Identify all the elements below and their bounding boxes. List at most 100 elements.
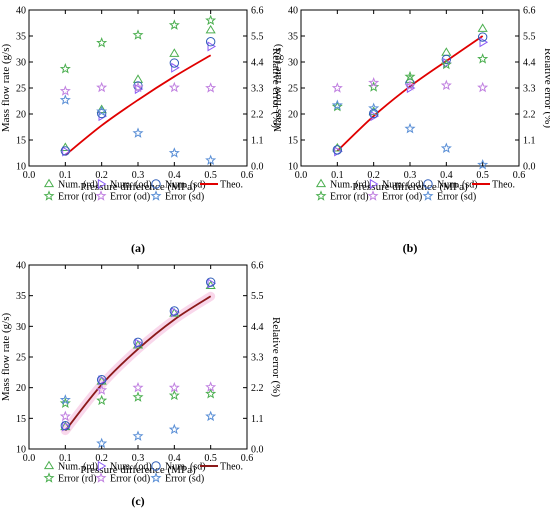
- y-tick-label-right: 6.6: [251, 6, 264, 17]
- marker-error-rd: [96, 394, 108, 406]
- x-tick-label: 0.0: [23, 453, 36, 464]
- marker-error-rd: [205, 14, 217, 26]
- legend-marker: [97, 460, 107, 472]
- y-tick-label-left: 15: [16, 136, 26, 147]
- legend-marker: [95, 190, 107, 201]
- y-tick-label-left: 10: [16, 162, 26, 173]
- x-tick-label: 0.4: [168, 170, 181, 181]
- marker-error-sd: [404, 122, 416, 134]
- marker-error-sd: [59, 394, 71, 405]
- theo-line: [64, 54, 212, 156]
- marker-num-od: [207, 41, 217, 52]
- y-tick-label-right: 2.2: [251, 383, 264, 394]
- legend-label: Theo.: [220, 180, 243, 191]
- legend-marker: [43, 460, 55, 470]
- theo-band: [60, 291, 216, 436]
- x-tick-label: 0.3: [132, 170, 145, 181]
- marker-error-rd: [168, 389, 180, 401]
- panel-label: (a): [131, 241, 145, 255]
- y-tick-label-right: 3.3: [251, 353, 264, 364]
- y-tick-label-right: 3.3: [523, 84, 536, 95]
- legend-marker: [150, 472, 162, 483]
- x-tick-label: 0.4: [168, 453, 181, 464]
- x-tick-label: 0.5: [204, 453, 217, 464]
- marker-num-sd: [60, 420, 71, 431]
- legend-marker: [43, 190, 55, 201]
- x-tick-label: 0.4: [440, 170, 453, 181]
- x-tick-label: 0.5: [476, 170, 489, 181]
- x-axis-title: Pressure difference (MPa): [352, 181, 468, 193]
- y-tick-label-left: 30: [16, 322, 26, 333]
- x-tick-label: 0.1: [59, 453, 72, 464]
- y-tick-label-left: 35: [288, 32, 298, 43]
- y-tick-label-left: 15: [288, 136, 298, 147]
- legend-label: Num. (od): [110, 180, 152, 191]
- y-axis-title-right: Relative error (%): [542, 48, 550, 128]
- y-tick-label-left: 10: [288, 162, 298, 173]
- legend-label: Error (sd): [437, 192, 476, 203]
- marker-error-od: [168, 381, 180, 393]
- y-tick-label-left: 30: [16, 58, 26, 69]
- legend-label: Num. (sd): [165, 180, 206, 191]
- legend-marker: [315, 178, 327, 188]
- marker-error-sd: [205, 410, 217, 422]
- legend-label: Error (sd): [165, 192, 204, 203]
- legend-marker: [151, 461, 161, 471]
- y-tick-label-left: 25: [16, 353, 26, 364]
- marker-error-od: [96, 384, 108, 395]
- y-axis-title-left: Mass flow rate (g/s): [0, 313, 12, 402]
- marker-num-od: [171, 62, 180, 73]
- legend-label: Num. (od): [382, 180, 424, 191]
- legend-marker: [369, 178, 379, 190]
- x-tick-label: 0.3: [404, 170, 417, 181]
- x-tick-label: 0.6: [513, 170, 526, 181]
- panel-label: (b): [403, 241, 418, 255]
- x-tick-label: 0.3: [132, 453, 145, 464]
- marker-num-sd: [368, 108, 379, 119]
- plot-frame: [28, 264, 248, 450]
- marker-error-sd: [59, 94, 71, 105]
- y-tick-label-right: 4.4: [523, 58, 536, 69]
- marker-error-rd: [205, 387, 217, 399]
- marker-num-rd: [477, 23, 488, 32]
- marker-num-od: [207, 278, 217, 289]
- marker-num-od: [62, 421, 71, 432]
- y-tick-label-left: 40: [288, 6, 298, 17]
- y-axis-title-right: Relative error (%): [270, 48, 282, 128]
- marker-error-rd: [404, 70, 416, 82]
- marker-error-od: [59, 85, 71, 96]
- marker-num-od: [370, 111, 380, 122]
- marker-num-rd: [96, 104, 107, 113]
- y-tick-label-left: 10: [16, 445, 26, 456]
- chart-panel-1: 0.0 0.1 0.2 0.3 0.4 0.5 0.6 10 15 20 25 30 35 40 0.0 1.…: [0, 6, 282, 256]
- marker-error-sd: [440, 142, 452, 153]
- marker-error-od: [168, 81, 180, 93]
- marker-error-sd: [331, 99, 343, 110]
- x-tick-label: 0.2: [367, 170, 380, 181]
- marker-error-od: [205, 381, 217, 392]
- marker-num-od: [171, 307, 180, 318]
- panel-label: (c): [131, 494, 144, 508]
- y-tick-label-right: 4.4: [251, 322, 264, 333]
- theo-line: [336, 35, 484, 152]
- marker-num-sd: [477, 32, 488, 42]
- marker-error-od: [331, 82, 343, 93]
- legend-marker: [97, 178, 107, 190]
- x-tick-label: 0.2: [95, 170, 108, 181]
- marker-error-sd: [132, 430, 144, 441]
- y-tick-label-right: 3.3: [251, 84, 264, 95]
- y-tick-label-left: 20: [16, 110, 26, 121]
- marker-error-rd: [368, 81, 380, 92]
- y-tick-label-right: 0.0: [251, 162, 264, 173]
- legend-label: Num. (sd): [165, 462, 206, 473]
- y-tick-label-left: 35: [16, 32, 26, 43]
- legend-marker: [150, 190, 162, 201]
- marker-error-rd: [59, 63, 71, 74]
- y-axis-title-left: Mass flow rate (g/s): [0, 44, 12, 133]
- y-tick-label-right: 6.6: [251, 261, 264, 272]
- marker-num-rd: [205, 24, 216, 34]
- marker-error-rd: [440, 58, 452, 70]
- marker-error-od: [477, 81, 489, 93]
- legend-label: Theo.: [492, 180, 515, 191]
